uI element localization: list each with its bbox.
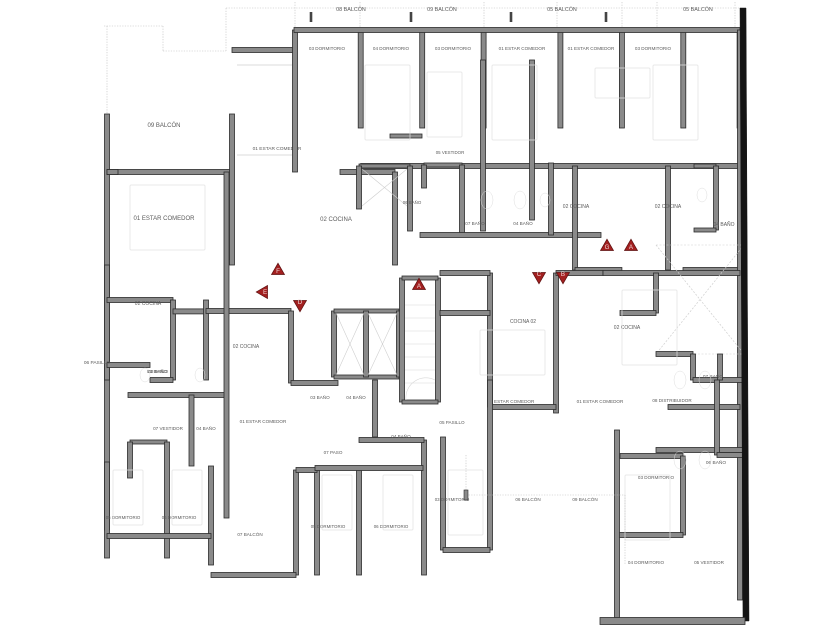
svg-text:03 DORMITORIO: 03 DORMITORIO bbox=[435, 46, 472, 51]
svg-text:05 DORMITORIO: 05 DORMITORIO bbox=[311, 524, 346, 529]
svg-text:05 DORMITORIO: 05 DORMITORIO bbox=[106, 515, 141, 520]
svg-text:07 PASO: 07 PASO bbox=[324, 450, 343, 455]
svg-text:02 COCINA: 02 COCINA bbox=[320, 217, 352, 223]
svg-text:02 COCINA: 02 COCINA bbox=[614, 325, 641, 331]
svg-text:05 BALCÓN: 05 BALCÓN bbox=[683, 6, 713, 13]
svg-text:04 BAÑO: 04 BAÑO bbox=[391, 433, 411, 439]
svg-text:01 ESTAR COMEDOR: 01 ESTAR COMEDOR bbox=[240, 419, 287, 424]
svg-text:05 VESTIDOR: 05 VESTIDOR bbox=[436, 150, 465, 155]
svg-text:06 BAÑO: 06 BAÑO bbox=[706, 459, 727, 466]
svg-text:G: G bbox=[605, 244, 610, 251]
svg-text:06 PASILLO: 06 PASILLO bbox=[84, 360, 111, 366]
svg-text:B: B bbox=[561, 271, 565, 278]
svg-text:09 BALCÓN: 09 BALCÓN bbox=[147, 122, 180, 129]
svg-text:03 BAÑO: 03 BAÑO bbox=[310, 394, 330, 400]
svg-text:01 ESTAR COMEDOR: 01 ESTAR COMEDOR bbox=[488, 399, 535, 404]
svg-text:06 DORMITORIO: 06 DORMITORIO bbox=[374, 524, 409, 529]
svg-text:05 VESTIDOR: 05 VESTIDOR bbox=[694, 560, 725, 565]
svg-text:02 COCINA: 02 COCINA bbox=[655, 204, 682, 210]
svg-text:04 BAÑO: 04 BAÑO bbox=[196, 425, 216, 431]
svg-text:07 BALCÓN: 07 BALCÓN bbox=[237, 531, 262, 537]
svg-text:08 DISTRIBUIDOR: 08 DISTRIBUIDOR bbox=[652, 398, 692, 403]
svg-text:05 BALCÓN: 05 BALCÓN bbox=[547, 6, 577, 13]
svg-text:D: D bbox=[298, 299, 303, 306]
svg-text:01 ESTAR COMEDOR: 01 ESTAR COMEDOR bbox=[499, 46, 546, 51]
svg-text:08 BALCÓN: 08 BALCÓN bbox=[336, 6, 366, 13]
svg-text:06 BALCÓN: 06 BALCÓN bbox=[515, 496, 540, 502]
svg-text:F: F bbox=[276, 268, 280, 275]
svg-text:04 DORMITORIO: 04 DORMITORIO bbox=[628, 560, 665, 565]
svg-text:03 BAÑO: 03 BAÑO bbox=[148, 368, 169, 375]
svg-text:04 BAÑO: 04 BAÑO bbox=[513, 220, 533, 226]
svg-text:01 ESTAR COMEDOR: 01 ESTAR COMEDOR bbox=[134, 216, 196, 222]
svg-text:02 COCINA: 02 COCINA bbox=[135, 301, 162, 307]
svg-text:02 COCINA: 02 COCINA bbox=[563, 204, 590, 210]
svg-text:03 DORMITORIO: 03 DORMITORIO bbox=[309, 46, 346, 51]
svg-text:06 DORMITORIO: 06 DORMITORIO bbox=[162, 515, 197, 520]
svg-text:07 VESTIDOR: 07 VESTIDOR bbox=[153, 426, 184, 431]
svg-text:03 DORMITORIO: 03 DORMITORIO bbox=[638, 475, 675, 480]
svg-text:04 DORMITORIO: 04 DORMITORIO bbox=[373, 46, 410, 51]
svg-text:06 BAÑO: 06 BAÑO bbox=[403, 200, 422, 205]
svg-text:05 PASILLO: 05 PASILLO bbox=[439, 420, 465, 425]
svg-text:04 BAÑO: 04 BAÑO bbox=[346, 394, 366, 400]
svg-text:01 ESTAR COMEDOR: 01 ESTAR COMEDOR bbox=[577, 399, 624, 404]
svg-text:07 BAÑO: 07 BAÑO bbox=[703, 373, 724, 380]
svg-text:COCINA 02: COCINA 02 bbox=[510, 319, 536, 325]
svg-text:E: E bbox=[263, 289, 267, 296]
svg-text:02 COCINA: 02 COCINA bbox=[233, 344, 260, 350]
svg-text:03 DORMITORIO: 03 DORMITORIO bbox=[635, 46, 672, 51]
svg-text:09 BALCÓN: 09 BALCÓN bbox=[572, 496, 597, 502]
svg-text:01 ESTAR COMEDOR: 01 ESTAR COMEDOR bbox=[568, 46, 615, 51]
svg-text:04 BAÑO: 04 BAÑO bbox=[713, 221, 734, 228]
svg-text:07 BAÑO: 07 BAÑO bbox=[465, 220, 485, 226]
svg-text:09 BALCÓN: 09 BALCÓN bbox=[427, 6, 457, 13]
svg-text:C: C bbox=[537, 271, 542, 278]
